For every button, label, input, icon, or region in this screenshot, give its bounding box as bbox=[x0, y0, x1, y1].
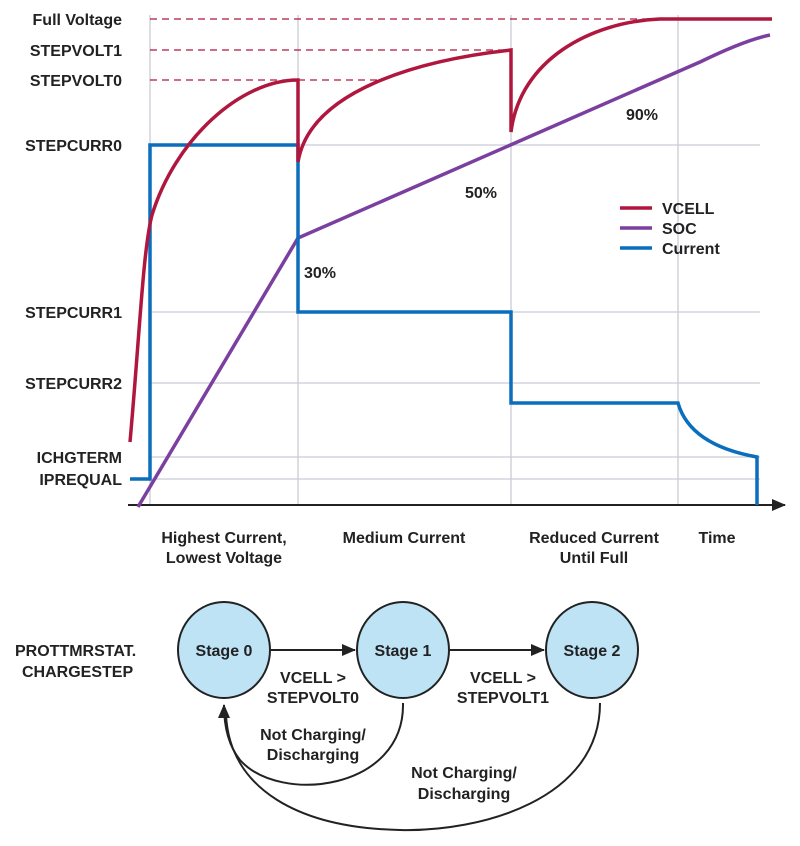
legend-vcell: VCELL bbox=[662, 201, 715, 218]
phase3-label-line2: Until Full bbox=[560, 550, 628, 567]
register-label-line1: PROTTMRSTAT. bbox=[15, 643, 136, 660]
stage-1-label: Stage 1 bbox=[375, 643, 432, 660]
return-arrow-1-0 bbox=[218, 702, 405, 786]
phase2-label: Medium Current bbox=[343, 530, 466, 547]
soc-marker-90: 90% bbox=[626, 107, 658, 124]
transition-0-1-line2: STEPVOLT0 bbox=[267, 690, 359, 707]
return-arrow-2-0 bbox=[225, 702, 601, 832]
label-stepcurr0: STEPCURR0 bbox=[25, 138, 122, 155]
grid bbox=[149, 15, 760, 505]
phase1-label-line1: Highest Current, bbox=[161, 530, 286, 547]
transition-0-1-line1: VCELL > bbox=[280, 670, 346, 687]
legend-current: Current bbox=[662, 241, 720, 258]
return-2-0-line2: Discharging bbox=[418, 786, 510, 803]
soc-marker-50: 50% bbox=[465, 185, 497, 202]
y-axis-labels: Full Voltage STEPVOLT1 STEPVOLT0 STEPCUR… bbox=[25, 12, 122, 489]
stage-1-node bbox=[356, 601, 450, 699]
stage-0-node bbox=[177, 601, 271, 699]
return-1-0-line2: Discharging bbox=[267, 747, 359, 764]
phase-labels: Highest Current, Lowest Voltage Medium C… bbox=[161, 530, 735, 567]
label-iprequal: IPREQUAL bbox=[39, 472, 122, 489]
legend-soc: SOC bbox=[662, 221, 697, 238]
state-machine: PROTTMRSTAT. CHARGESTEP Stage 0 Stage 1 … bbox=[15, 601, 639, 832]
transition-1-2-line2: STEPVOLT1 bbox=[457, 690, 549, 707]
label-full-voltage: Full Voltage bbox=[33, 12, 123, 29]
return-1-0-line1: Not Charging/ bbox=[260, 727, 366, 744]
label-stepcurr2: STEPCURR2 bbox=[25, 376, 122, 393]
label-stepcurr1: STEPCURR1 bbox=[25, 305, 122, 322]
vcell-curve bbox=[128, 17, 772, 443]
time-label: Time bbox=[698, 530, 735, 547]
soc-marker-30: 30% bbox=[304, 265, 336, 282]
legend: VCELL SOC Current bbox=[620, 201, 720, 258]
return-2-0-line1: Not Charging/ bbox=[411, 765, 517, 782]
current-curve bbox=[130, 143, 759, 505]
phase3-label-line1: Reduced Current bbox=[529, 530, 659, 547]
stage-2-label: Stage 2 bbox=[564, 643, 621, 660]
stage-2-node bbox=[545, 601, 639, 699]
transition-1-2-line1: VCELL > bbox=[470, 670, 536, 687]
label-stepvolt1: STEPVOLT1 bbox=[30, 43, 122, 60]
label-ichgterm: ICHGTERM bbox=[37, 450, 122, 467]
phase1-label-line2: Lowest Voltage bbox=[166, 550, 282, 567]
soc-curve bbox=[136, 33, 771, 508]
stage-0-label: Stage 0 bbox=[196, 643, 253, 660]
label-stepvolt0: STEPVOLT0 bbox=[30, 73, 122, 90]
register-label-line2: CHARGESTEP bbox=[22, 664, 133, 681]
